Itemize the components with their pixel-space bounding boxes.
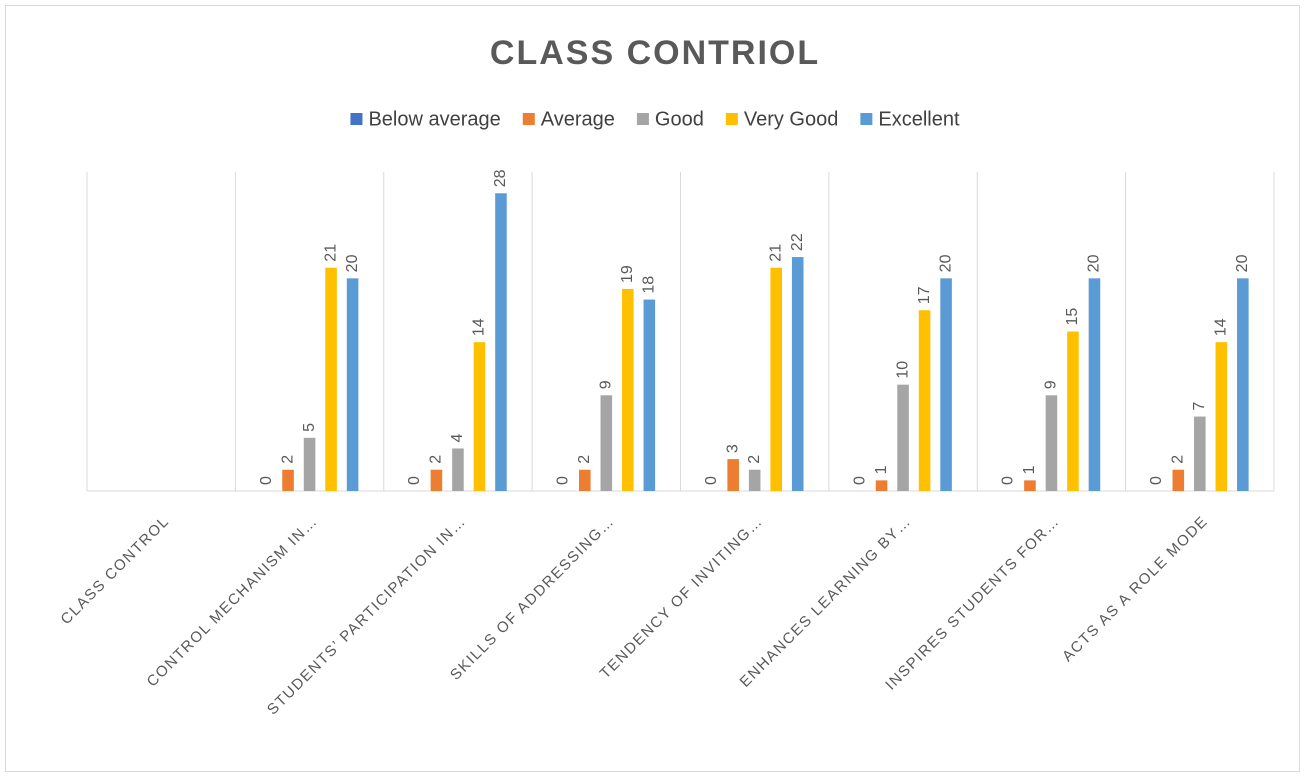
legend-label: Good (655, 108, 704, 130)
data-label: 2 (576, 455, 593, 464)
data-label: 0 (555, 476, 572, 485)
data-label: 21 (322, 244, 339, 262)
data-label: 20 (1234, 254, 1251, 272)
data-label: 2 (279, 455, 296, 464)
bar (643, 299, 656, 491)
legend-label: Average (541, 108, 615, 130)
data-label: 20 (1086, 254, 1103, 272)
chart-title: CLASS CONTRIOL (490, 34, 820, 72)
bar (875, 480, 888, 491)
legend-label: Very Good (744, 108, 839, 130)
data-label: 5 (301, 423, 318, 432)
data-label: 0 (1148, 476, 1165, 485)
data-label: 2 (746, 455, 763, 464)
legend-swatch (522, 113, 535, 125)
legend-label: Excellent (878, 108, 960, 130)
data-label: 14 (471, 318, 488, 336)
data-label: 3 (724, 444, 741, 453)
bar (579, 469, 591, 491)
bar (430, 469, 443, 491)
data-label: 9 (598, 380, 615, 389)
bar (1194, 416, 1206, 491)
bar (770, 267, 782, 491)
legend-swatch (350, 113, 363, 125)
bar (452, 448, 464, 491)
legend-swatch (636, 113, 649, 125)
bar (940, 278, 952, 491)
bar (1172, 469, 1185, 491)
bar (748, 469, 761, 491)
data-label: 7 (1191, 402, 1208, 411)
legend: Below average Average Good Very Good Excelle… (350, 108, 960, 130)
data-label: 15 (1064, 308, 1081, 326)
bar (1237, 278, 1249, 491)
bar (600, 395, 613, 491)
data-label: 21 (767, 244, 784, 262)
bar (897, 384, 909, 491)
bar (727, 459, 739, 491)
bar (495, 193, 507, 491)
data-label: 1 (1021, 465, 1038, 474)
data-label: 20 (937, 254, 954, 272)
data-label: 0 (406, 476, 423, 485)
data-label: 20 (344, 254, 361, 272)
data-label: 19 (619, 265, 636, 283)
data-label: 18 (641, 276, 658, 294)
data-label: 0 (703, 476, 720, 485)
bar (282, 469, 294, 491)
data-label: 10 (894, 361, 911, 379)
bar (1045, 395, 1058, 491)
bar (303, 437, 316, 491)
bar (1088, 278, 1101, 491)
data-label: 4 (449, 433, 466, 442)
data-label: 0 (1000, 476, 1017, 485)
bar (1215, 342, 1228, 491)
data-label: 14 (1213, 318, 1230, 336)
bar (918, 310, 931, 491)
bar (1024, 480, 1036, 491)
data-label: 9 (1043, 380, 1060, 389)
data-label: 2 (428, 455, 445, 464)
bar (346, 278, 359, 491)
legend-label: Below average (368, 108, 500, 130)
bar (622, 288, 634, 491)
data-label: 17 (916, 286, 933, 304)
data-label: 28 (492, 169, 509, 187)
data-label: 2 (1170, 455, 1187, 464)
bar (1067, 331, 1079, 491)
data-label: 0 (258, 476, 275, 485)
legend-swatch (860, 113, 873, 125)
data-label: 0 (851, 476, 868, 485)
legend-swatch (725, 113, 738, 125)
bar (473, 342, 486, 491)
data-label: 22 (789, 233, 806, 251)
data-label: 1 (873, 465, 890, 474)
bar (325, 267, 337, 491)
bar (791, 257, 804, 491)
